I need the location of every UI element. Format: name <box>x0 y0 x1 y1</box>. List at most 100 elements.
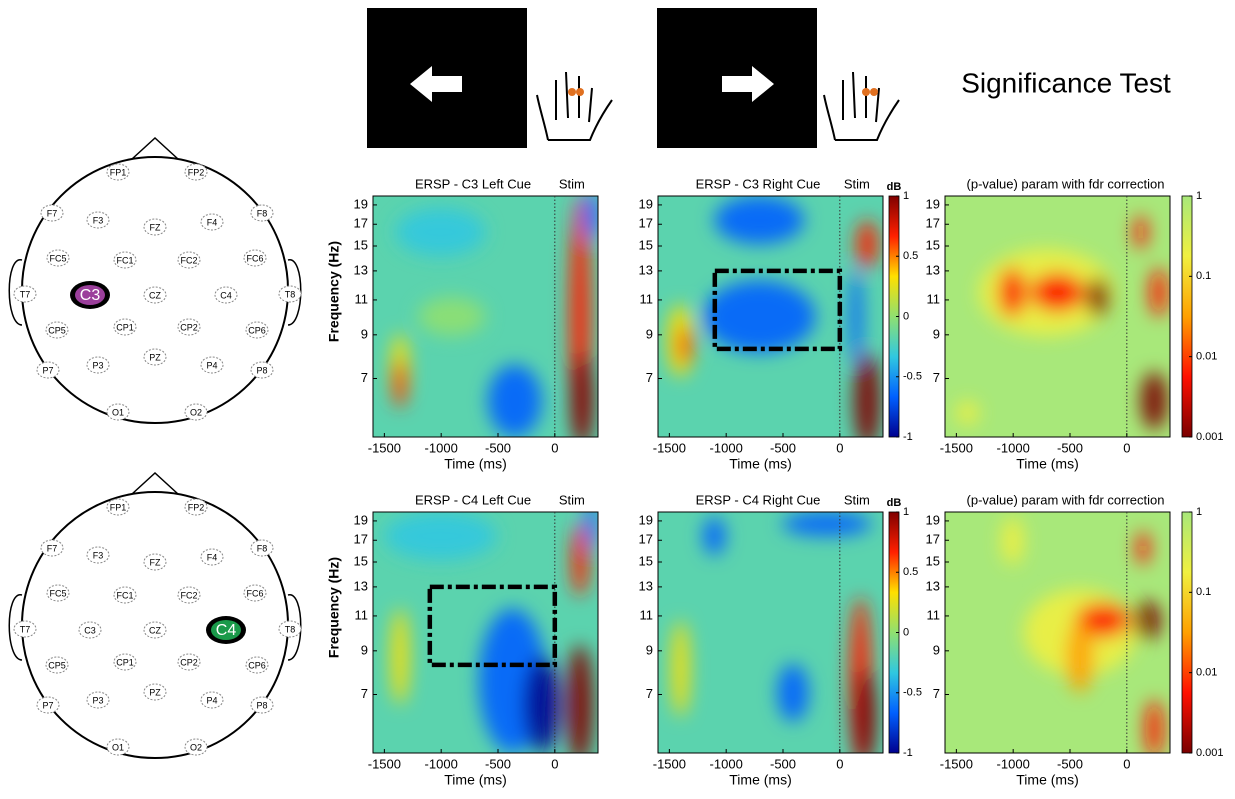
electrode-label: P4 <box>206 360 217 370</box>
colorbar-tick-label: 1 <box>903 506 909 518</box>
head: FP1FP2F7F3FZF4F8FC5FC1FC2FC6T7C3CZC4T8CP… <box>9 138 301 423</box>
electrode-label: FC6 <box>246 588 263 598</box>
electrode-label: FC1 <box>116 590 133 600</box>
y-tick-label: 19 <box>639 196 653 211</box>
x-tick-label: -500 <box>770 440 796 455</box>
electrode-label: FP2 <box>188 502 205 512</box>
y-tick-label: 13 <box>354 578 368 593</box>
electrode-label: P7 <box>42 700 53 710</box>
heatmap-blob <box>391 608 409 704</box>
panel-title: (p-value) param with fdr correction <box>967 492 1165 507</box>
electrode-label: FC2 <box>180 255 197 265</box>
electrode-label: FC2 <box>180 590 197 600</box>
y-tick-label: 17 <box>639 532 653 547</box>
colorbar-tick-label: 0 <box>903 310 909 322</box>
hand-icon <box>824 72 899 140</box>
colorbar-tick-label: 0.5 <box>903 566 918 578</box>
x-tick-label: -1500 <box>653 440 686 455</box>
electrode-label: FC1 <box>116 255 133 265</box>
y-tick-label: 11 <box>927 291 941 306</box>
y-tick-label: 19 <box>926 196 940 211</box>
electrode-label: O2 <box>190 742 202 752</box>
heatmap <box>945 196 1170 437</box>
colorbar-tick-label: 0 <box>903 626 909 638</box>
heatmap <box>945 512 1170 758</box>
y-tick-label: 11 <box>640 291 654 306</box>
x-axis-label: Time (ms) <box>444 456 506 472</box>
electrode-label: C4 <box>216 622 237 639</box>
marker-label: Stim <box>559 176 585 191</box>
electrode-label: CP1 <box>116 322 134 332</box>
colorbar-tick-label: 0.01 <box>1196 667 1217 679</box>
electrode-label: F8 <box>257 543 268 553</box>
electrode-label: P7 <box>42 365 53 375</box>
heatmap-blob <box>714 196 804 244</box>
hand-icon <box>537 72 612 140</box>
figure-title: Significance Test <box>961 67 1171 98</box>
y-tick-label: 13 <box>354 262 368 277</box>
panel-title: ERSP - C4 Left Cue <box>415 492 531 507</box>
x-tick-label: -500 <box>1057 440 1083 455</box>
y-tick-label: 17 <box>926 532 940 547</box>
heatmap-base <box>658 512 883 753</box>
panel-title: ERSP - C3 Left Cue <box>415 176 531 191</box>
heatmap-blob <box>585 500 599 548</box>
colorbar-tick-label: -1 <box>903 431 913 443</box>
y-tick-label: 7 <box>933 686 940 701</box>
x-axis-label: Time (ms) <box>729 772 791 788</box>
y-tick-label: 19 <box>926 512 940 527</box>
electrode-label: CP6 <box>248 660 266 670</box>
x-axis-label: Time (ms) <box>1016 456 1078 472</box>
y-tick-label: 9 <box>933 642 940 657</box>
electrode-label: F7 <box>47 543 58 553</box>
colorbar-tick-label: 0.001 <box>1196 747 1224 759</box>
colorbar-tick-label: 1 <box>903 190 909 202</box>
heatmap-blob <box>956 401 979 425</box>
y-tick-label: 9 <box>646 642 653 657</box>
y-tick-label: 17 <box>639 216 653 231</box>
electrode-label: CZ <box>149 290 161 300</box>
marker-label: Stim <box>559 492 585 507</box>
electrode-label: F4 <box>207 552 218 562</box>
y-tick-label: 15 <box>639 237 653 252</box>
heatmap-blob <box>678 326 692 365</box>
electrode-label: CP6 <box>248 325 266 335</box>
heatmap-blob <box>418 297 486 336</box>
y-tick-label: 13 <box>926 262 940 277</box>
head: FP1FP2F7F3FZF4F8FC5FC1FC2FC6T7C3CZC4T8CP… <box>9 473 301 758</box>
electrode-label: CP1 <box>116 657 134 667</box>
x-tick-label: -1500 <box>940 756 973 771</box>
y-tick-label: 9 <box>933 326 940 341</box>
y-tick-label: 7 <box>361 370 368 385</box>
electrode-label: O1 <box>112 742 124 752</box>
heatmap-blob <box>1031 273 1085 312</box>
colorbar-tick-label: -0.5 <box>903 371 922 383</box>
electrode-label: F3 <box>93 550 104 560</box>
x-tick-label: -1500 <box>940 440 973 455</box>
electrode-label: P3 <box>92 695 103 705</box>
electrode-label: F4 <box>207 217 218 227</box>
heatmap-blob <box>1134 215 1148 249</box>
heatmap-blob <box>1067 620 1094 692</box>
electrode-label: PZ <box>149 687 161 697</box>
heatmap-blob <box>703 280 816 352</box>
electrode-label: O2 <box>190 407 202 417</box>
heatmap-blob <box>1150 268 1168 316</box>
colorbar-label: dB <box>887 497 902 509</box>
heatmap-blob <box>782 512 872 536</box>
electrode-label: F7 <box>47 208 58 218</box>
heatmap-blob <box>567 645 594 766</box>
electrode-label: FP1 <box>110 167 127 177</box>
electrode-label: FP1 <box>110 502 127 512</box>
heatmap-blob <box>1145 700 1163 758</box>
electrode-label: P4 <box>206 695 217 705</box>
y-tick-label: 9 <box>646 326 653 341</box>
x-tick-label: -1500 <box>368 756 401 771</box>
heatmap-blob <box>1087 278 1110 317</box>
electrode-label: FZ <box>150 557 161 567</box>
electrode-label: CP2 <box>180 322 198 332</box>
heatmap-blob <box>854 669 877 765</box>
heatmap-blob <box>396 208 486 256</box>
y-tick-label: 19 <box>354 512 368 527</box>
x-tick-label: -1000 <box>710 756 743 771</box>
